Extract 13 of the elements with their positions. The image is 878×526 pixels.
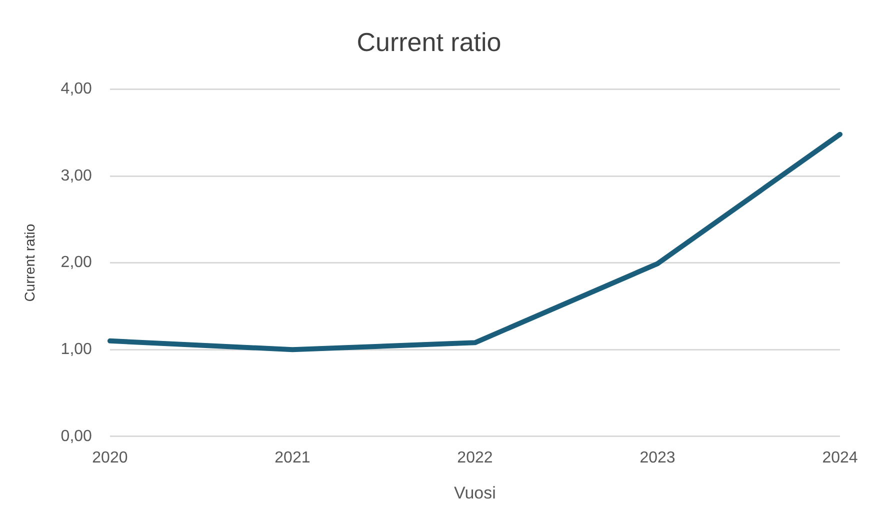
x-tick-label: 2023 (640, 449, 676, 466)
y-tick-label: 1,00 (60, 341, 92, 358)
y-tick-label: 2,00 (60, 254, 92, 272)
x-axis-title: Vuosi (454, 483, 496, 502)
y-tick-label: 0,00 (60, 428, 92, 445)
y-tick-label: 4,00 (60, 80, 92, 98)
x-tick-label: 2020 (92, 449, 128, 466)
x-tick-label: 2022 (457, 449, 493, 466)
y-tick-label: 3,00 (60, 167, 92, 184)
x-tick-label: 2024 (822, 449, 858, 466)
y-axis-title: Current ratio (21, 224, 38, 302)
chart-title: Current ratio (356, 26, 502, 57)
x-tick-label: 2021 (274, 449, 310, 466)
